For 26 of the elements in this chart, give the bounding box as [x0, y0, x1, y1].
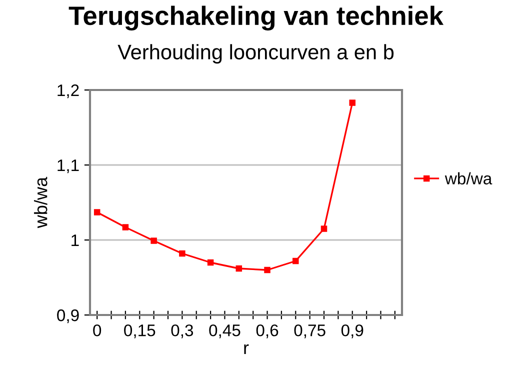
point [122, 224, 129, 230]
x-tick-label: 0,15 [124, 324, 156, 338]
point [207, 259, 214, 266]
chart-title: Terugschakeling van techniek [68, 6, 444, 30]
legend-label: wb/wa [444, 172, 492, 184]
point [179, 250, 186, 257]
point [349, 100, 356, 106]
y-tick-label: 1,2 [58, 84, 79, 98]
x-tick-label: 0,6 [256, 324, 278, 338]
x-axis-title: r [244, 344, 249, 354]
chart-subtitle: Verhouding looncurven a en b [118, 44, 394, 64]
y-tick-label: 1,1 [58, 160, 79, 174]
point [150, 238, 157, 244]
y-tick-label: 0,9 [57, 309, 79, 324]
point [94, 209, 100, 216]
x-tick-label: 0,9 [341, 324, 364, 338]
point [320, 226, 328, 232]
x-tick-label: 0,3 [171, 324, 194, 338]
y-tick-label: 1 [72, 234, 79, 246]
x-tick-label: 0,75 [294, 324, 326, 338]
point [236, 265, 242, 272]
point [292, 258, 299, 264]
x-tick-label: 0,45 [209, 324, 240, 338]
y-axis-title: wb/wa [34, 176, 48, 228]
point [264, 266, 270, 274]
x-tick-label: 0 [93, 324, 102, 336]
